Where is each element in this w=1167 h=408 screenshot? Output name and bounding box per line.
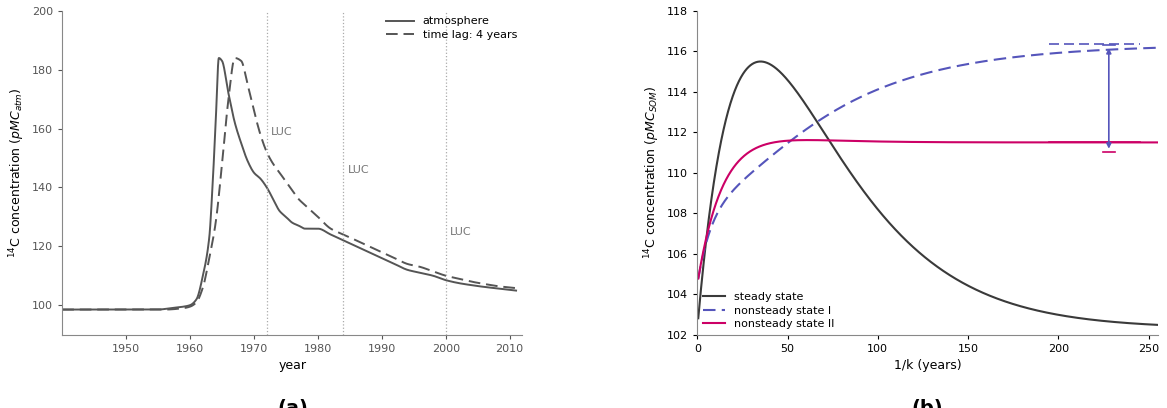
atmosphere — [496, 287, 510, 292]
Y-axis label: $^{14}$C concentration ($pMC_{atm}$): $^{14}$C concentration ($pMC_{atm}$) — [7, 87, 27, 258]
time lag: 4 years: (2.01e+03, 106): 4 years: (2.01e+03, 106) — [509, 286, 523, 290]
atmosphere — [55, 307, 69, 312]
atmosphere — [413, 270, 427, 275]
Line: steady state: steady state — [698, 62, 1158, 325]
nonsteady state II — [1137, 140, 1151, 145]
nonsteady state I — [1137, 46, 1151, 51]
atmosphere — [78, 307, 92, 312]
nonsteady state II — [714, 186, 728, 191]
Line: nonsteady state II: nonsteady state II — [698, 140, 1158, 279]
steady state — [714, 136, 728, 141]
atmosphere — [264, 193, 278, 198]
Legend: atmosphere, time lag: 4 years: atmosphere, time lag: 4 years — [386, 16, 517, 40]
nonsteady state II — [915, 140, 929, 144]
Text: LUC: LUC — [271, 126, 293, 137]
X-axis label: year: year — [279, 359, 307, 372]
time lag: 4 years: (2.01e+03, 106): 4 years: (2.01e+03, 106) — [496, 284, 510, 289]
Text: LUC: LUC — [450, 226, 471, 237]
time lag: 4 years: (1.94e+03, 98.5): 4 years: (1.94e+03, 98.5) — [78, 307, 92, 312]
steady state — [754, 59, 768, 64]
nonsteady state II — [902, 140, 916, 144]
atmosphere — [212, 55, 226, 60]
X-axis label: 1/k (years): 1/k (years) — [894, 359, 962, 372]
nonsteady state II — [1053, 140, 1067, 145]
Line: nonsteady state I: nonsteady state I — [698, 48, 1158, 279]
nonsteady state I — [714, 203, 728, 208]
nonsteady state II — [1151, 140, 1165, 145]
atmosphere — [509, 288, 523, 293]
Line: atmosphere: atmosphere — [62, 58, 516, 310]
Legend: steady state, nonsteady state I, nonsteady state II: steady state, nonsteady state I, nonstea… — [703, 293, 834, 329]
atmosphere — [496, 286, 510, 291]
time lag: 4 years: (2e+03, 113): 4 years: (2e+03, 113) — [413, 264, 427, 269]
Text: LUC: LUC — [348, 165, 370, 175]
nonsteady state I — [915, 72, 929, 77]
nonsteady state I — [691, 276, 705, 281]
steady state — [902, 242, 916, 246]
nonsteady state I — [1137, 46, 1151, 51]
nonsteady state II — [691, 276, 705, 281]
atmosphere — [277, 212, 291, 217]
time lag: 4 years: (1.97e+03, 149): 4 years: (1.97e+03, 149) — [264, 158, 278, 163]
Y-axis label: $^{14}$C concentration ($pMC_{SOM}$): $^{14}$C concentration ($pMC_{SOM}$) — [642, 86, 662, 259]
Line: time lag: 4 years: time lag: 4 years — [62, 58, 516, 310]
time lag: 4 years: (1.94e+03, 98.5): 4 years: (1.94e+03, 98.5) — [55, 307, 69, 312]
time lag: 4 years: (1.97e+03, 143): 4 years: (1.97e+03, 143) — [277, 175, 291, 180]
nonsteady state I — [1053, 50, 1067, 55]
time lag: 4 years: (2.01e+03, 106): 4 years: (2.01e+03, 106) — [496, 284, 510, 289]
nonsteady state I — [902, 75, 916, 80]
Text: (a): (a) — [277, 399, 308, 408]
steady state — [1137, 322, 1151, 326]
steady state — [1053, 313, 1067, 317]
nonsteady state I — [1151, 45, 1165, 50]
steady state — [915, 252, 929, 257]
steady state — [1138, 322, 1152, 327]
Text: (b): (b) — [911, 399, 943, 408]
steady state — [691, 316, 705, 321]
nonsteady state II — [801, 137, 815, 142]
time lag: 4 years: (1.97e+03, 184): 4 years: (1.97e+03, 184) — [228, 55, 242, 60]
steady state — [1151, 322, 1165, 327]
nonsteady state II — [1138, 140, 1152, 145]
